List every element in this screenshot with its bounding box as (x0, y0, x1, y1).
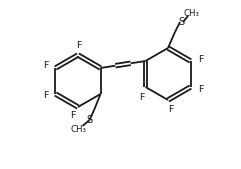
Text: F: F (70, 112, 76, 120)
Text: CH₃: CH₃ (183, 9, 199, 18)
Text: F: F (76, 41, 82, 50)
Text: S: S (178, 17, 184, 27)
Text: F: F (198, 54, 203, 64)
Text: F: F (139, 92, 144, 102)
Text: F: F (168, 105, 174, 115)
Text: CH₃: CH₃ (71, 125, 87, 134)
Text: F: F (43, 62, 48, 70)
Text: S: S (87, 115, 93, 125)
Text: F: F (43, 91, 48, 101)
Text: F: F (198, 84, 203, 93)
